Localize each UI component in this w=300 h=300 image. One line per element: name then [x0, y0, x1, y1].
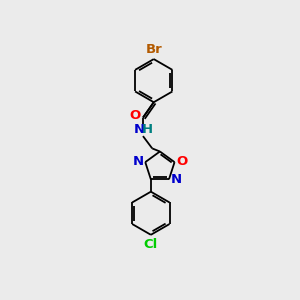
Text: H: H	[141, 123, 152, 136]
Text: N: N	[134, 123, 145, 136]
Text: N: N	[170, 173, 182, 186]
Text: O: O	[176, 155, 187, 168]
Text: Cl: Cl	[144, 238, 158, 251]
Text: O: O	[130, 109, 141, 122]
Text: Br: Br	[146, 43, 162, 56]
Text: N: N	[133, 155, 144, 168]
